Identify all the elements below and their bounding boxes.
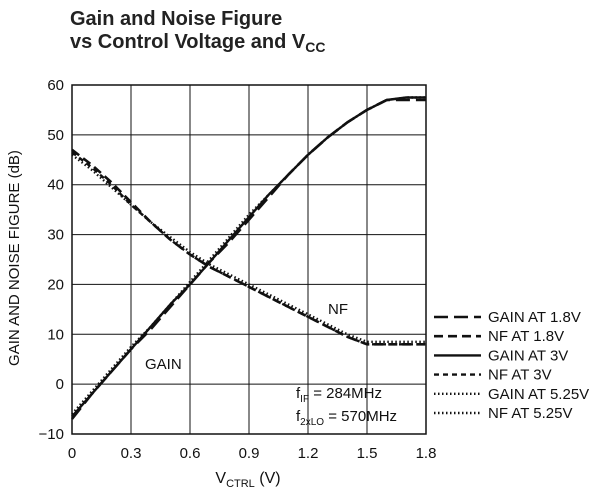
y-tick-label: 30 <box>47 227 64 244</box>
plot-frame <box>71 84 427 435</box>
annotation-f2lo-main: f <box>296 408 301 425</box>
legend-label: NF AT 3V <box>488 367 552 384</box>
gain-curve-label: GAIN <box>145 356 182 373</box>
legend-label: GAIN AT 3V <box>488 347 568 364</box>
x-tick-label: 0.9 <box>239 445 260 462</box>
y-tick-label: 50 <box>47 127 64 144</box>
legend-label: NF AT 1.8V <box>488 328 564 345</box>
y-tick-label: 20 <box>47 276 64 293</box>
y-tick-label: 40 <box>47 177 64 194</box>
x-axis-label: VCTRL (V) <box>215 470 280 490</box>
nf-curve-label: NF <box>328 301 348 318</box>
series-line-5 <box>71 153 426 343</box>
x-tick-label: 1.2 <box>298 445 319 462</box>
series-line-4 <box>71 96 426 415</box>
x-tick-label: 0.6 <box>180 445 201 462</box>
y-tick-label: −10 <box>39 426 64 443</box>
legend-label: NF AT 5.25V <box>488 405 573 422</box>
y-tick-labels: 60 50 40 30 20 10 0 −10 <box>39 77 64 443</box>
x-tick-label: 0 <box>68 445 76 462</box>
y-tick-label: 60 <box>47 77 64 94</box>
chart-title-line1: Gain and Noise Figure <box>70 8 283 30</box>
y-axis-label: GAIN AND NOISE FIGURE (dB) <box>6 150 23 366</box>
legend-label: GAIN AT 5.25V <box>488 386 589 403</box>
x-tick-label: 1.5 <box>357 445 378 462</box>
x-tick-label: 1.8 <box>416 445 437 462</box>
x-tick-label: 0.3 <box>121 445 142 462</box>
annotation-fif: fIF = 284MHz <box>296 385 382 405</box>
annotation-fif-main: f <box>296 385 301 402</box>
x-tick-labels: 0 0.3 0.6 0.9 1.2 1.5 1.8 <box>68 445 437 462</box>
chart-title-line2-text: vs Control Voltage and V <box>70 31 306 53</box>
chart-title-line2-sub: CC <box>305 39 326 55</box>
annotation-fif-sub: IF <box>300 394 309 405</box>
x-axis-label-main: V <box>215 470 226 487</box>
y-tick-label: 0 <box>56 376 64 393</box>
annotation-f2lo-sub: 2xLO <box>300 417 324 428</box>
annotation-f2lo: f2xLO = 570MHz <box>296 408 397 428</box>
grid <box>72 85 426 434</box>
chart-title-line2: vs Control Voltage and VCC <box>70 31 325 59</box>
x-axis-label-unit: (V) <box>255 470 281 487</box>
legend: GAIN AT 1.8V NF AT 1.8V GAIN AT 3V NF AT 3V… <box>434 309 589 422</box>
series-line-3 <box>71 151 426 346</box>
series-lines <box>70 96 426 420</box>
x-axis-label-sub: CTRL <box>226 478 255 490</box>
annotation-f2lo-val: = 570MHz <box>324 408 397 425</box>
legend-label: GAIN AT 1.8V <box>488 309 581 326</box>
annotation-fif-val: = 284MHz <box>309 385 382 402</box>
y-tick-label: 10 <box>47 326 64 343</box>
chart-title: Gain and Noise Figure vs Control Voltage… <box>70 8 325 59</box>
